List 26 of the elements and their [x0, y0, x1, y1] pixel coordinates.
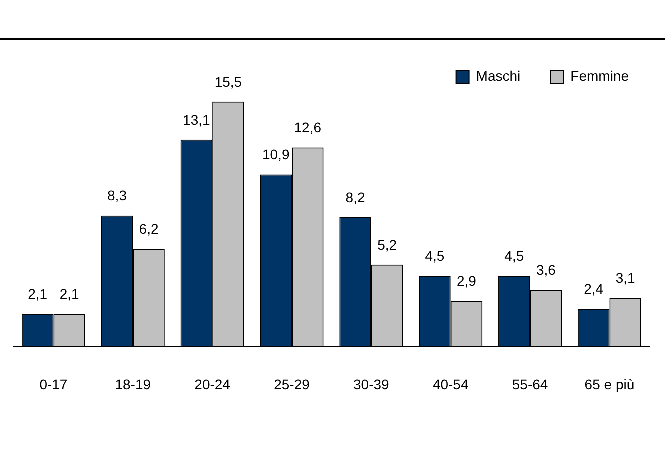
data-label: 3,6	[536, 262, 556, 278]
x-tick-label: 40-54	[432, 376, 469, 392]
legend-label: Femmine	[570, 68, 630, 84]
x-tick-label: 0-17	[40, 376, 68, 392]
data-label: 13,1	[183, 112, 211, 128]
data-label: 8,2	[346, 189, 366, 206]
x-tick-label: 20-24	[194, 376, 231, 392]
data-label: 10,9	[262, 146, 290, 163]
data-label: 6,2	[139, 220, 159, 237]
data-label: 2,1	[28, 286, 48, 302]
x-tick-label: 65 e più	[584, 376, 635, 392]
x-tick-label: 30-39	[354, 376, 390, 392]
data-label: 3,1	[616, 270, 636, 286]
data-label: 8,3	[108, 188, 128, 204]
legend-label: Maschi	[476, 68, 521, 84]
data-label: 2,9	[457, 273, 477, 290]
data-label: 4,5	[425, 248, 445, 264]
data-label: 5,2	[378, 236, 398, 253]
data-label: 2,4	[584, 281, 604, 298]
data-label: 12,6	[294, 120, 322, 136]
x-tick-label: 55-64	[512, 376, 548, 392]
x-tick-label: 18-19	[115, 376, 152, 392]
data-label: 15,5	[214, 74, 242, 90]
data-label: 2,1	[60, 286, 80, 302]
x-tick-label: 25-29	[274, 376, 310, 392]
data-label: 4,5	[504, 248, 524, 264]
